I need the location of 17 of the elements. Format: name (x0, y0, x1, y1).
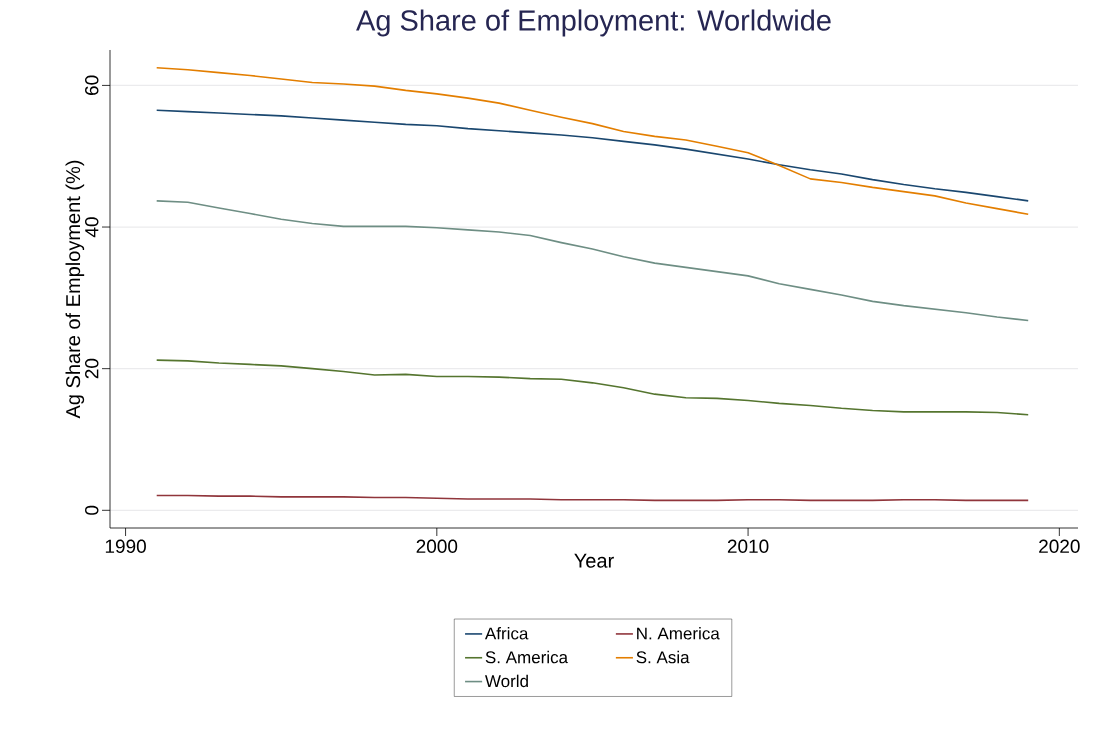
legend-label: S. Asia (636, 650, 690, 664)
legend-label: S. America (485, 650, 569, 664)
y-tick-label: 40 (85, 217, 99, 238)
legend-label: World (485, 674, 528, 688)
x-tick-label: 1990 (105, 539, 146, 553)
y-tick-label: 20 (85, 358, 99, 379)
chart-title: Ag Share of Employment: Worldwide (356, 9, 831, 37)
y-tick-label: 0 (85, 505, 99, 515)
y-axis-title: Ag Share of Employment (%) (65, 160, 85, 419)
legend-label: Africa (484, 627, 529, 640)
x-tick-label: 2020 (1039, 539, 1080, 553)
line-series (155, 66, 1030, 216)
x-tick-label: 2000 (416, 539, 458, 553)
x-tick-label: 2010 (727, 539, 769, 553)
legend-label: N. America (637, 627, 720, 640)
y-tick-label: 60 (85, 75, 99, 96)
x-axis-title: Year (574, 553, 614, 568)
